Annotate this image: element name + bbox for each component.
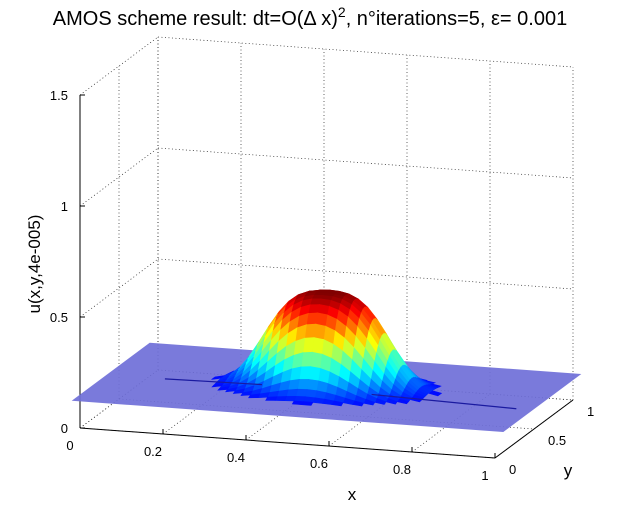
x-tick-label: 0.6 — [310, 456, 328, 471]
surface-patch — [211, 383, 224, 388]
tick-labels: 0 0.2 0.4 0.6 0.8 1 0 0.5 1 0 0.5 1 1.5 — [50, 88, 594, 483]
x-tick-label: 0.2 — [144, 444, 162, 459]
surface — [71, 289, 582, 432]
surface-patch — [248, 393, 261, 399]
x-axis-label: x — [348, 485, 357, 504]
x-tick-label: 0.8 — [393, 462, 411, 477]
surface-patch — [291, 400, 305, 406]
surface-patch — [265, 396, 278, 401]
y-tick-label: 1 — [587, 404, 594, 419]
surface-patch — [217, 386, 230, 391]
surface-patch — [225, 387, 238, 393]
z-tick-label: 1.5 — [50, 88, 68, 103]
y-axis-label: y — [564, 461, 573, 480]
surface-ripple — [164, 378, 262, 386]
surface-patch — [232, 388, 246, 394]
surface-patch — [240, 390, 253, 396]
surface-ripple — [371, 393, 517, 410]
y-tick-label: 0 — [509, 462, 516, 477]
x-tick-label: 0.4 — [227, 450, 245, 465]
surface-patch — [211, 376, 224, 380]
x-tick-label: 0 — [66, 438, 73, 453]
z-axis-label: u(x,y,4e-005) — [25, 215, 44, 314]
z-tick-label: 0.5 — [50, 310, 68, 325]
z-tick-label: 1 — [61, 199, 68, 214]
chart-title: AMOS scheme result: dt=O(Δ x)2, n°iterat… — [53, 4, 567, 30]
x-tick-label: 1 — [481, 468, 488, 483]
y-tick-label: 0.5 — [548, 433, 566, 448]
z-tick-label: 0 — [61, 421, 68, 436]
